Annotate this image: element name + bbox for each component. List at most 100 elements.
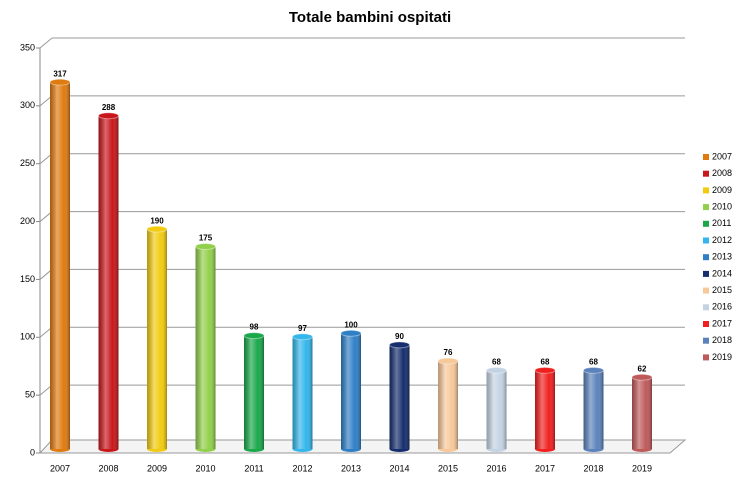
legend-label: 2017 <box>712 318 732 328</box>
y-tick-label: 0 <box>30 447 35 457</box>
x-tick-label: 2017 <box>535 463 555 473</box>
legend-label: 2019 <box>712 352 732 362</box>
bar-top <box>195 243 216 250</box>
y-tick-label: 350 <box>20 42 35 52</box>
bar-group <box>534 366 556 452</box>
bar-shade <box>98 115 119 449</box>
bar-group <box>437 357 459 452</box>
bar-shade <box>632 377 652 449</box>
bar-top <box>534 366 556 374</box>
bar-shade <box>438 361 458 449</box>
legend-label: 2014 <box>712 268 732 278</box>
legend-swatch <box>703 354 709 361</box>
x-tick-label: 2013 <box>341 463 361 473</box>
x-tick-label: 2019 <box>632 463 652 473</box>
y-tick-label: 200 <box>20 216 35 226</box>
bar-top <box>583 366 604 374</box>
legend-label: 2018 <box>712 335 732 345</box>
x-tick-label: 2008 <box>98 463 118 473</box>
bar-group <box>243 332 265 452</box>
bar-shade <box>244 335 264 449</box>
value-label: 97 <box>298 324 307 333</box>
bar-shade <box>50 82 70 449</box>
bar-top <box>340 329 362 337</box>
x-tick-label: 2016 <box>486 463 506 473</box>
bar-top <box>98 112 119 120</box>
bar-shade <box>341 333 361 449</box>
x-tick-label: 2009 <box>147 463 167 473</box>
legend-swatch <box>703 254 709 261</box>
legend-label: 2009 <box>712 185 732 195</box>
legend-swatch <box>703 187 709 194</box>
bar-shade <box>292 336 313 449</box>
x-tick-label: 2007 <box>50 463 70 473</box>
bar-top <box>631 373 653 381</box>
legend-label: 2008 <box>712 168 732 178</box>
value-label: 62 <box>638 364 647 373</box>
legend-swatch <box>703 321 709 327</box>
x-tick-label: 2010 <box>195 463 215 473</box>
legend-swatch <box>703 170 709 177</box>
value-label: 90 <box>395 332 404 341</box>
bar-shade <box>583 370 604 449</box>
value-label: 68 <box>541 357 550 366</box>
bar-shade <box>195 246 216 449</box>
legend-label: 2007 <box>712 151 732 161</box>
y-tick-label: 300 <box>20 100 35 110</box>
x-tick-label: 2014 <box>389 463 409 473</box>
bar-shade <box>535 370 555 449</box>
legend-label: 2010 <box>712 201 732 211</box>
y-tick-label: 100 <box>20 332 35 342</box>
value-label: 68 <box>492 357 501 366</box>
bar-top <box>243 332 265 340</box>
bar-top <box>486 366 507 374</box>
legend-label: 2013 <box>712 252 732 262</box>
x-tick-label: 2015 <box>438 463 458 473</box>
bar-group <box>195 243 216 452</box>
legend-label: 2015 <box>712 285 732 295</box>
bar-group <box>98 112 119 452</box>
bar-shade <box>389 344 410 449</box>
legend-label: 2011 <box>712 218 731 228</box>
bar-shade <box>486 370 507 449</box>
bar-shade <box>147 229 167 449</box>
bar-group <box>292 333 313 452</box>
legend-label: 2012 <box>712 235 732 245</box>
value-label: 288 <box>102 103 116 112</box>
legend-swatch <box>703 304 709 311</box>
value-label: 100 <box>344 320 358 329</box>
y-tick-label: 250 <box>20 158 35 168</box>
value-label: 68 <box>589 357 598 366</box>
value-label: 76 <box>444 348 453 357</box>
bar-group <box>340 329 362 452</box>
legend-swatch <box>703 154 709 160</box>
y-tick-label: 50 <box>25 390 35 400</box>
legend-swatch <box>703 270 709 277</box>
value-label: 98 <box>250 323 259 332</box>
chart-title: Totale bambini ospitati <box>289 9 451 26</box>
bar-top <box>389 341 410 349</box>
bar-group <box>486 366 507 452</box>
bar-group <box>389 341 410 452</box>
value-label: 175 <box>199 234 213 243</box>
bar-group <box>583 366 604 452</box>
x-tick-label: 2012 <box>292 463 312 473</box>
legend-swatch <box>703 204 709 211</box>
legend-swatch <box>703 337 709 344</box>
x-tick-label: 2011 <box>244 463 263 473</box>
bar-top <box>292 333 313 341</box>
value-label: 317 <box>53 69 67 78</box>
legend-label: 2016 <box>712 302 732 312</box>
legend-swatch <box>703 237 709 244</box>
legend-swatch <box>703 220 709 227</box>
legend-swatch <box>703 287 709 294</box>
bar-top <box>437 357 459 365</box>
value-label: 190 <box>150 216 164 225</box>
bar-group <box>146 225 168 452</box>
y-tick-label: 150 <box>20 274 35 284</box>
x-tick-label: 2018 <box>583 463 603 473</box>
grid-line <box>39 37 53 49</box>
bar-group <box>49 78 71 452</box>
bar-group <box>631 373 653 452</box>
